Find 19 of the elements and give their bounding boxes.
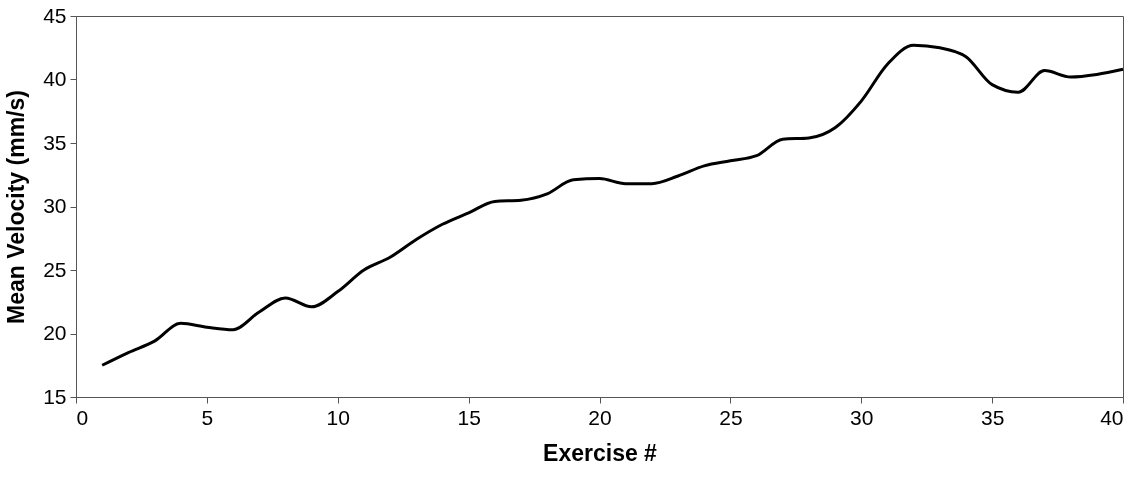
x-tick-label: 20 [588, 405, 612, 429]
line-series [100, 43, 1125, 367]
x-tick-label: 0 [76, 405, 89, 429]
x-tick-label: 40 [1100, 405, 1124, 429]
y-tick-label: 30 [43, 194, 67, 217]
x-tick-label: 30 [850, 405, 874, 429]
y-tick-label: 20 [43, 321, 67, 344]
x-tick-label: 25 [719, 405, 743, 429]
x-tick-label: 15 [457, 405, 481, 429]
y-tick-label: 35 [43, 130, 67, 154]
y-tick-label: 25 [43, 257, 67, 281]
y-tick-label: 15 [43, 384, 67, 408]
x-tick-label: 5 [201, 405, 214, 429]
x-tick-label: 35 [980, 405, 1005, 429]
x-axis-title: Exercise # [543, 439, 658, 466]
y-tick-label: 45 [43, 3, 67, 27]
y-tick-label: 40 [43, 67, 67, 90]
y-axis-title: Mean Velocity (mm/s) [3, 90, 30, 324]
x-tick-label: 10 [326, 405, 350, 429]
